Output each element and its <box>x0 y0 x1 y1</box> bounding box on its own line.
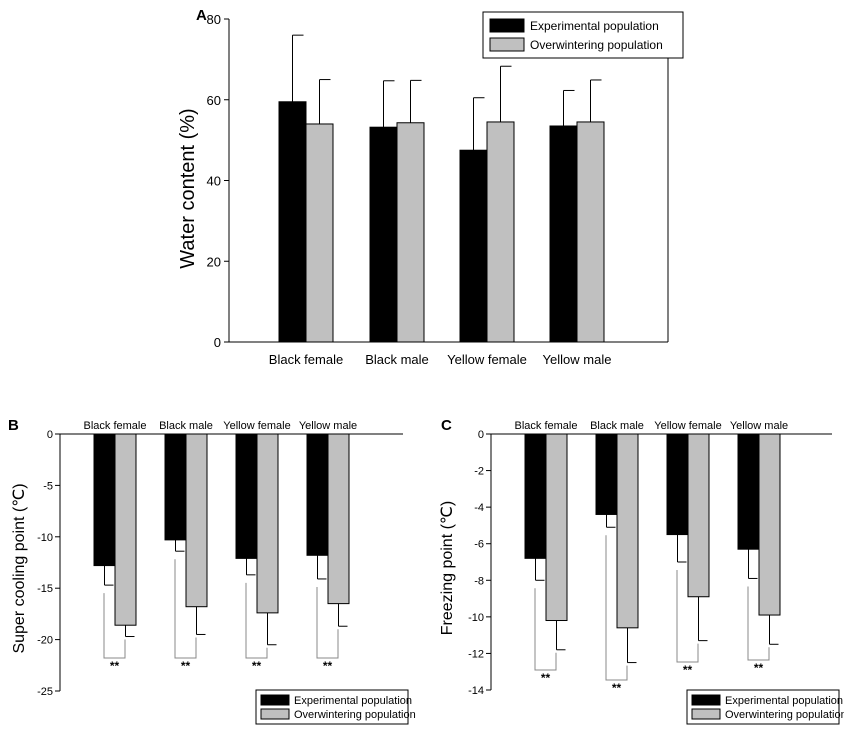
panel-b-bar-black-female-experimental <box>93 433 116 567</box>
panel-a-legend-swatch-overwintering <box>489 37 525 52</box>
panel-b-significance-marker: ** <box>323 659 333 673</box>
panel-c-category-label: Black female <box>515 420 578 432</box>
panel-c-ytick-label: -12 <box>468 648 484 660</box>
panel-label-b: B <box>8 417 19 434</box>
panel-a-bar-black-female-overwintering <box>305 123 334 343</box>
panel-c-bar-yellow-female-overwintering <box>687 433 710 598</box>
panel-b-ytick-label: 0 <box>47 429 53 441</box>
panel-a-bar-yellow-female-overwintering <box>486 121 515 343</box>
panel-a-category-label: Black male <box>365 352 429 367</box>
panel-b-significance-marker: ** <box>110 659 120 673</box>
panel-c-category-label: Yellow male <box>730 420 788 432</box>
panel-b-legend-swatch-overwintering <box>260 708 290 720</box>
panel-c-legend-swatch-overwintering <box>691 708 721 720</box>
panel-c-category-label: Yellow female <box>654 420 721 432</box>
panel-c-significance-bracket <box>605 535 628 681</box>
panel-b-bar-black-female-overwintering <box>114 433 137 626</box>
panel-a-ytick-label: 20 <box>207 254 221 269</box>
panel-c-ytick-label: -2 <box>474 466 484 478</box>
panel-c-bar-yellow-male-overwintering <box>758 433 781 616</box>
panel-c-y-axis-title: Freezing point (℃) <box>439 501 456 635</box>
panel-b-category-label: Yellow male <box>299 420 357 432</box>
panel-a-category-label: Yellow male <box>543 352 612 367</box>
panel-c-legend-label-overwintering: Overwintering population <box>725 709 844 721</box>
panel-b-ytick-label: -25 <box>37 686 53 698</box>
panel-c-significance-marker: ** <box>541 671 551 685</box>
panel-a-legend-swatch-experimental <box>489 18 525 33</box>
panel-a-y-axis-title: Water content (%) <box>177 108 199 268</box>
panel-c-significance-bracket <box>534 588 557 671</box>
panel-c-bar-black-male-overwintering <box>616 433 639 629</box>
panel-a-bar-black-female-experimental <box>278 101 307 343</box>
panel-c-bar-black-female-overwintering <box>545 433 568 622</box>
panel-b-significance-bracket <box>174 559 197 659</box>
panel-b-y-axis-title: Super cooling point (℃) <box>11 483 28 653</box>
panel-b-significance-bracket <box>103 593 126 659</box>
panel-b-significance-marker: ** <box>252 659 262 673</box>
panel-b-bar-yellow-male-overwintering <box>327 433 350 605</box>
panel-a-bar-yellow-male-overwintering <box>576 121 605 343</box>
panel-b-ytick-label: -20 <box>37 635 53 647</box>
panel-a-legend-label-experimental: Experimental population <box>530 19 659 33</box>
panel-c-ytick-label: -4 <box>474 502 484 514</box>
panel-b-significance-marker: ** <box>181 659 191 673</box>
panel-b-ytick-label: -5 <box>43 480 53 492</box>
panel-c-ytick-label: -6 <box>474 539 484 551</box>
panel-c-category-label: Black male <box>590 420 644 432</box>
panel-a-ytick-label: 60 <box>207 93 221 108</box>
panel-b-bar-black-male-experimental <box>164 433 187 541</box>
panel-a-ytick-label: 80 <box>207 12 221 27</box>
panel-a-bar-yellow-female-experimental <box>459 149 488 343</box>
panel-a-bar-yellow-male-experimental <box>549 125 578 343</box>
panel-label-a: A <box>196 7 207 24</box>
panel-a-bar-black-male-overwintering <box>396 122 425 343</box>
panel-c-bar-black-female-experimental <box>524 433 547 559</box>
panel-a-category-label: Yellow female <box>447 352 527 367</box>
panel-a-bar-black-male-experimental <box>369 126 398 343</box>
panel-a-ytick-label: 40 <box>207 174 221 189</box>
panel-b-bar-yellow-male-experimental <box>306 433 329 556</box>
panel-c-bar-black-male-experimental <box>595 433 618 515</box>
panel-b-legend-label-overwintering: Overwintering population <box>294 709 416 721</box>
panel-a-category-label: Black female <box>269 352 343 367</box>
panel-c-significance-marker: ** <box>754 661 764 675</box>
panel-b-ytick-label: -15 <box>37 583 53 595</box>
panel-label-c: C <box>441 417 452 434</box>
panel-c-significance-bracket <box>747 586 770 661</box>
panel-b-significance-bracket <box>245 582 268 659</box>
panel-b-significance-bracket <box>316 586 339 659</box>
panel-c-significance-marker: ** <box>683 663 693 677</box>
panel-c-bar-yellow-female-experimental <box>666 433 689 536</box>
panel-b-bar-black-male-overwintering <box>185 433 208 608</box>
panel-b-legend-label-experimental: Experimental population <box>294 695 412 707</box>
panel-c-ytick-label: -14 <box>468 685 484 697</box>
panel-b-legend-swatch-experimental <box>260 694 290 706</box>
panel-b-category-label: Black male <box>159 420 213 432</box>
panel-b-category-label: Black female <box>84 420 147 432</box>
panel-b-ytick-label: -10 <box>37 532 53 544</box>
panel-b-bar-yellow-female-experimental <box>235 433 258 559</box>
panel-c-significance-bracket <box>676 570 699 663</box>
panel-b-bar-yellow-female-overwintering <box>256 433 279 614</box>
panel-b-category-label: Yellow female <box>223 420 290 432</box>
panel-c-bar-yellow-male-experimental <box>737 433 760 550</box>
panel-a-ytick-label: 0 <box>214 335 221 350</box>
panel-c-ytick-label: 0 <box>478 429 484 441</box>
panel-c-legend-label-experimental: Experimental population <box>725 695 843 707</box>
panel-c-ytick-label: -10 <box>468 612 484 624</box>
panel-c-legend-swatch-experimental <box>691 694 721 706</box>
panel-c-ytick-label: -8 <box>474 575 484 587</box>
panel-a-legend-label-overwintering: Overwintering population <box>530 38 663 52</box>
panel-c-significance-marker: ** <box>612 681 622 695</box>
